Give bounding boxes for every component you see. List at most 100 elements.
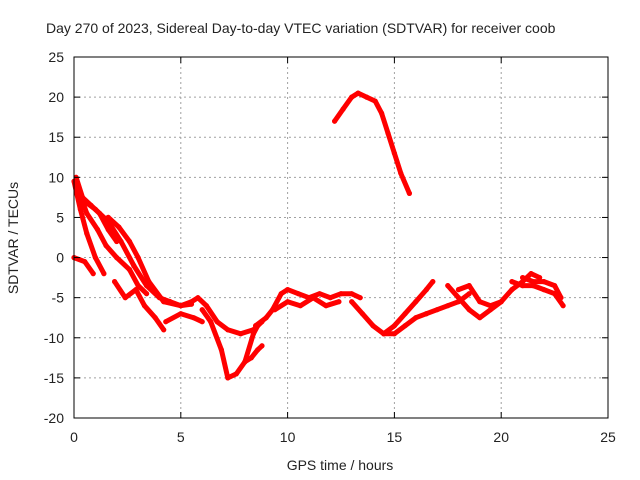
x-tick-label: 5 [177, 429, 185, 445]
data-point [278, 291, 284, 297]
data-point [372, 98, 378, 104]
data-point [434, 307, 440, 313]
data-point [135, 283, 141, 289]
data-point [191, 315, 197, 321]
data-point [253, 323, 259, 329]
data-point [141, 303, 148, 309]
data-point [359, 311, 365, 317]
data-point [126, 267, 133, 273]
data-point [423, 311, 429, 317]
data-point [477, 315, 483, 321]
data-point [332, 118, 338, 124]
data-point [541, 279, 547, 285]
data-point [255, 347, 261, 353]
data-point [178, 303, 184, 309]
chart-title: Day 270 of 2023, Sidereal Day-to-day VTE… [46, 20, 556, 36]
data-point [126, 238, 133, 245]
data-point [101, 271, 107, 277]
data-point [225, 327, 231, 333]
data-point [336, 299, 342, 305]
series-arc-11 [242, 343, 265, 365]
y-tick-label: -20 [44, 410, 64, 426]
data-point [92, 206, 98, 212]
data-point [135, 255, 141, 261]
data-point [541, 287, 547, 293]
data-point [161, 327, 167, 333]
data-point [349, 94, 355, 100]
data-point [218, 347, 224, 353]
data-point [530, 283, 536, 289]
data-point [466, 307, 472, 313]
plot-frame [73, 56, 609, 419]
data-point [560, 303, 566, 309]
data-point [161, 299, 167, 305]
data-point [84, 210, 90, 216]
data-point [238, 331, 244, 337]
data-point [558, 295, 564, 301]
data-point [295, 291, 301, 297]
data-point [199, 307, 205, 313]
y-tick-label: 10 [48, 169, 64, 185]
data-point [498, 299, 504, 305]
data-point [163, 319, 169, 325]
y-tick-label: 20 [48, 89, 64, 105]
data-point [413, 315, 419, 321]
series-arc-8 [167, 295, 265, 337]
data-point [233, 371, 239, 377]
data-point [323, 303, 329, 309]
data-point [552, 283, 558, 289]
data-point [349, 291, 355, 297]
data-point [357, 295, 363, 301]
data-series [71, 90, 566, 381]
tick-labels: 0 5 10 15 20 25 -20 -15 -10 -5 0 5 10 15 20 25 [44, 49, 616, 445]
data-point [133, 287, 139, 293]
axis-ticks [73, 56, 609, 419]
data-point [263, 315, 269, 321]
data-point [82, 259, 88, 265]
y-tick-label: 25 [48, 49, 64, 65]
data-point [355, 90, 361, 96]
data-point [75, 186, 81, 192]
y-tick-label: -15 [44, 370, 64, 386]
data-point [466, 283, 472, 289]
data-point [445, 303, 451, 309]
x-tick-label: 25 [600, 429, 616, 445]
data-point [178, 311, 184, 317]
data-point [445, 283, 451, 289]
data-point [297, 303, 303, 309]
data-point [385, 130, 391, 136]
data-point [82, 198, 88, 204]
data-point [466, 291, 472, 297]
x-tick-label: 10 [280, 429, 296, 445]
data-point [84, 230, 90, 237]
data-point [116, 224, 122, 230]
data-point [92, 255, 98, 261]
data-point [225, 375, 231, 381]
data-point [455, 295, 462, 301]
data-point [90, 271, 96, 277]
data-point [402, 323, 408, 329]
data-point [203, 303, 209, 309]
data-point [455, 287, 462, 293]
x-tick-label: 20 [493, 429, 509, 445]
y-tick-label: -5 [52, 290, 65, 306]
data-point [413, 299, 419, 305]
y-tick-label: 0 [56, 250, 64, 266]
data-point [214, 319, 220, 325]
data-point [103, 242, 109, 249]
data-point [122, 295, 128, 301]
data-point [364, 94, 370, 100]
series-arc-10 [199, 307, 261, 381]
data-point [250, 331, 256, 337]
grid [74, 57, 608, 418]
data-point [144, 291, 150, 297]
data-point [242, 359, 248, 365]
data-point [340, 106, 346, 112]
data-point [379, 110, 385, 116]
data-point [272, 307, 278, 313]
data-point [131, 263, 137, 269]
data-point [338, 291, 344, 297]
data-point [391, 150, 397, 156]
